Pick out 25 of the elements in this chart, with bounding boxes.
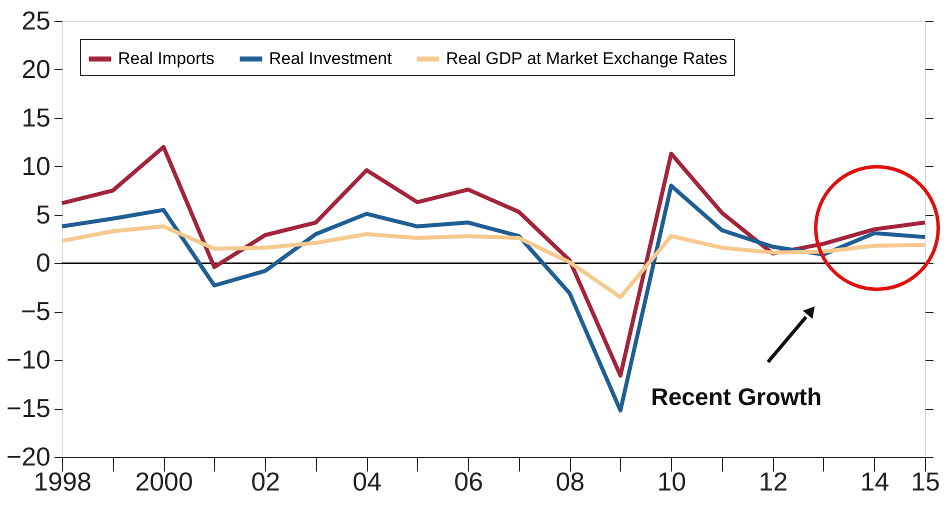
line-series: [60, 144, 927, 378]
legend-label: Real Investment: [269, 49, 392, 68]
line-series: [60, 224, 927, 300]
annotation: Recent Growth: [651, 384, 822, 411]
y-tick-label: 5: [36, 199, 50, 230]
y-tick-label: −15: [6, 393, 50, 424]
x-tick-label: 06: [454, 466, 484, 496]
x-tick-label: 12: [758, 466, 788, 496]
x-tick-label: 15: [911, 466, 940, 496]
x-tick-label: 2000: [135, 466, 193, 496]
y-tick-label: −10: [6, 344, 50, 375]
x-tick-label: 10: [657, 466, 686, 496]
y-tick-label: −5: [20, 296, 50, 326]
y-tick-label: 15: [22, 102, 50, 132]
x-tick-label: 04: [352, 466, 382, 496]
x-tick-label: 08: [556, 466, 585, 496]
x-tick-label: 02: [251, 466, 280, 496]
y-tick-label: 0: [36, 248, 50, 278]
legend-label: Real Imports: [118, 49, 214, 68]
y-tick-label: 25: [22, 6, 50, 36]
y-tick-label: 20: [22, 54, 50, 84]
legend-label: Real GDP at Market Exchange Rates: [446, 49, 728, 68]
x-tick-label: 14: [860, 466, 890, 496]
y-tick-label: 10: [22, 150, 50, 181]
line-series: [60, 184, 927, 412]
